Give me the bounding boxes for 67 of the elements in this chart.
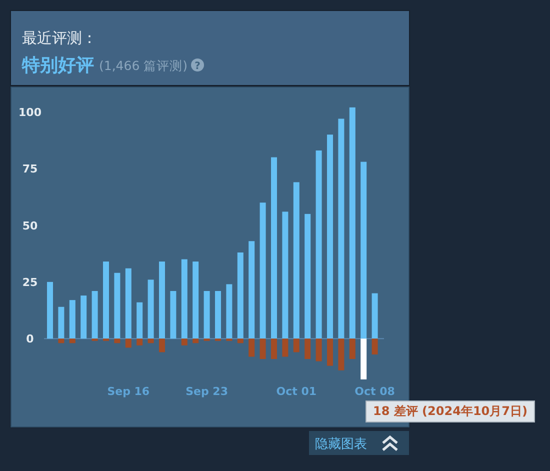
bar [327, 338, 333, 366]
x-tick-label: Sep 16 [107, 385, 150, 398]
bar [114, 338, 120, 344]
bar [92, 291, 98, 339]
text: ? [194, 61, 201, 72]
bar [260, 338, 266, 359]
bar [114, 272, 120, 339]
bar [159, 262, 165, 339]
annotation: 18 差评 (2024年10月7日) [373, 404, 528, 418]
bar [170, 291, 176, 339]
bar [349, 338, 356, 359]
bar [248, 338, 255, 357]
bar [226, 284, 232, 339]
y-tick-label: 0 [26, 332, 34, 346]
bar [69, 300, 76, 339]
y-tick-label: 50 [22, 219, 38, 232]
bar [58, 338, 64, 344]
bar [181, 259, 188, 339]
bar [125, 268, 132, 339]
bar [338, 118, 344, 339]
bar [338, 338, 344, 370]
bar [248, 241, 255, 339]
bar [360, 338, 367, 380]
bar [360, 162, 367, 339]
bar [271, 338, 277, 359]
text: (1,466 篇评测) [99, 58, 188, 73]
bar [372, 293, 378, 339]
bar [69, 338, 76, 344]
bar [293, 182, 300, 339]
bar [271, 157, 277, 339]
bar [372, 338, 378, 354]
x-tick-label: Oct 08 [354, 385, 395, 398]
bar [316, 150, 322, 339]
y-tick-label: 25 [22, 276, 38, 289]
bar [58, 306, 64, 339]
bar [293, 338, 300, 352]
x-tick-label: Sep 23 [186, 385, 228, 398]
y-tick-label: 100 [18, 106, 42, 119]
bar [192, 338, 199, 344]
y-tick-label: 75 [22, 162, 38, 176]
bar [237, 338, 244, 344]
bar [316, 338, 322, 362]
bar [237, 252, 244, 339]
bar [159, 338, 165, 352]
bar [136, 302, 143, 339]
bar [304, 338, 311, 359]
bar [282, 212, 288, 339]
bar [282, 338, 288, 357]
bar [103, 262, 109, 339]
bar [204, 291, 210, 339]
bar [136, 338, 143, 346]
chart-title: 最近评测： [22, 29, 97, 47]
bar [181, 338, 188, 346]
bar [125, 338, 132, 348]
bar [260, 202, 266, 339]
bar [304, 214, 311, 339]
bar [47, 282, 53, 339]
bar [215, 291, 221, 339]
bar [349, 107, 356, 339]
chart-subtitle: 特别好评 [21, 55, 94, 76]
bar [148, 280, 154, 339]
bar [80, 296, 87, 339]
text: 隐藏图表 [315, 437, 367, 452]
bar [192, 262, 199, 339]
x-tick-label: Oct 01 [276, 385, 317, 398]
bar [327, 134, 333, 339]
bar [148, 338, 154, 344]
